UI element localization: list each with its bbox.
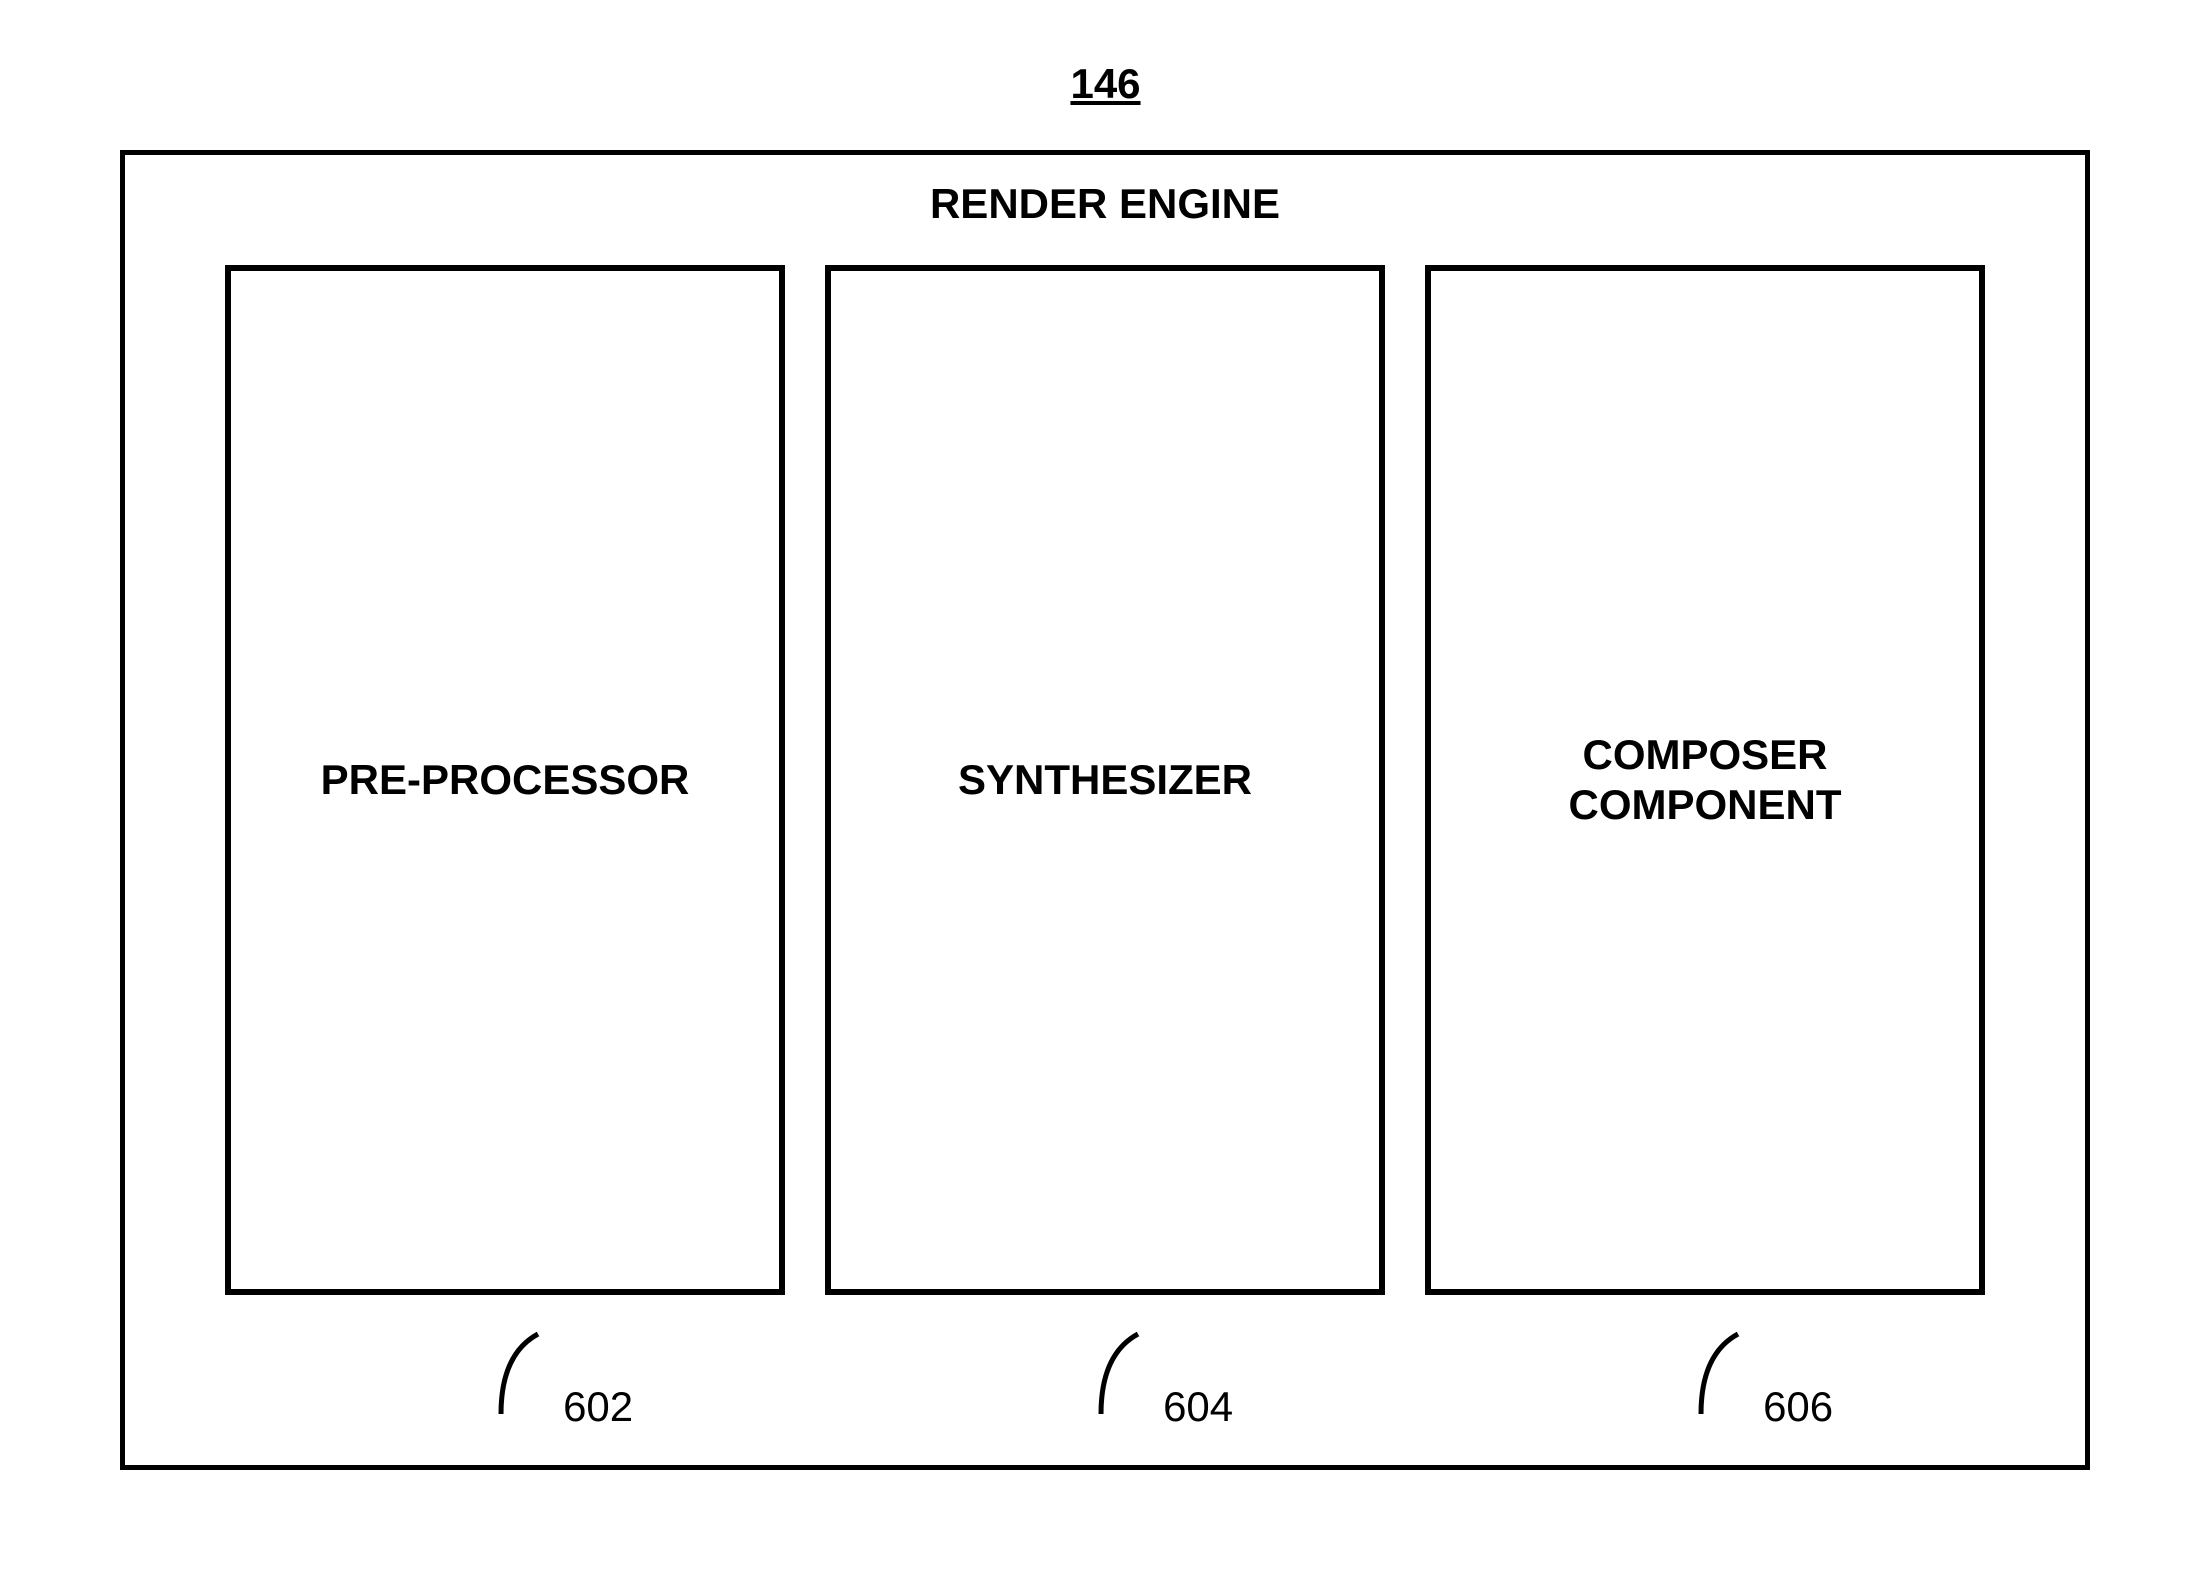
block-pre-processor: PRE-PROCESSOR 602 [225, 265, 785, 1295]
callout-curve-icon [1683, 1329, 1753, 1419]
reference-number: 602 [563, 1383, 633, 1431]
block-label: SYNTHESIZER [958, 755, 1252, 805]
callout: 606 [1683, 1329, 1833, 1419]
reference-number: 604 [1163, 1383, 1233, 1431]
callout-curve-icon [1083, 1329, 1153, 1419]
callout: 604 [1083, 1329, 1233, 1419]
block-composer-component: COMPOSER COMPONENT 606 [1425, 265, 1985, 1295]
block-label: PRE-PROCESSOR [321, 755, 690, 805]
blocks-row: PRE-PROCESSOR 602 SYNTHESIZER 604 COMPOS… [125, 265, 2085, 1295]
render-engine-container: RENDER ENGINE PRE-PROCESSOR 602 SYNTHESI… [120, 150, 2090, 1470]
callout-curve-icon [483, 1329, 553, 1419]
reference-number: 606 [1763, 1383, 1833, 1431]
callout: 602 [483, 1329, 633, 1419]
block-label: COMPOSER COMPONENT [1461, 730, 1949, 831]
render-engine-title: RENDER ENGINE [930, 180, 1280, 228]
figure-number: 146 [1070, 60, 1140, 108]
block-synthesizer: SYNTHESIZER 604 [825, 265, 1385, 1295]
